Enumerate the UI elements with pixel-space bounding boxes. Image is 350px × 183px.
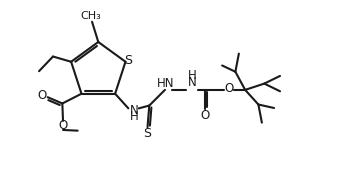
Text: O: O (225, 82, 234, 95)
Text: H: H (130, 109, 138, 123)
Text: O: O (59, 119, 68, 132)
Text: CH₃: CH₃ (80, 11, 101, 21)
Text: N: N (130, 104, 138, 117)
Text: N: N (188, 76, 197, 89)
Text: S: S (144, 127, 152, 140)
Text: HN: HN (157, 77, 174, 90)
Text: O: O (37, 89, 47, 102)
Text: H: H (188, 69, 197, 82)
Text: S: S (124, 54, 132, 67)
Text: O: O (201, 109, 210, 122)
